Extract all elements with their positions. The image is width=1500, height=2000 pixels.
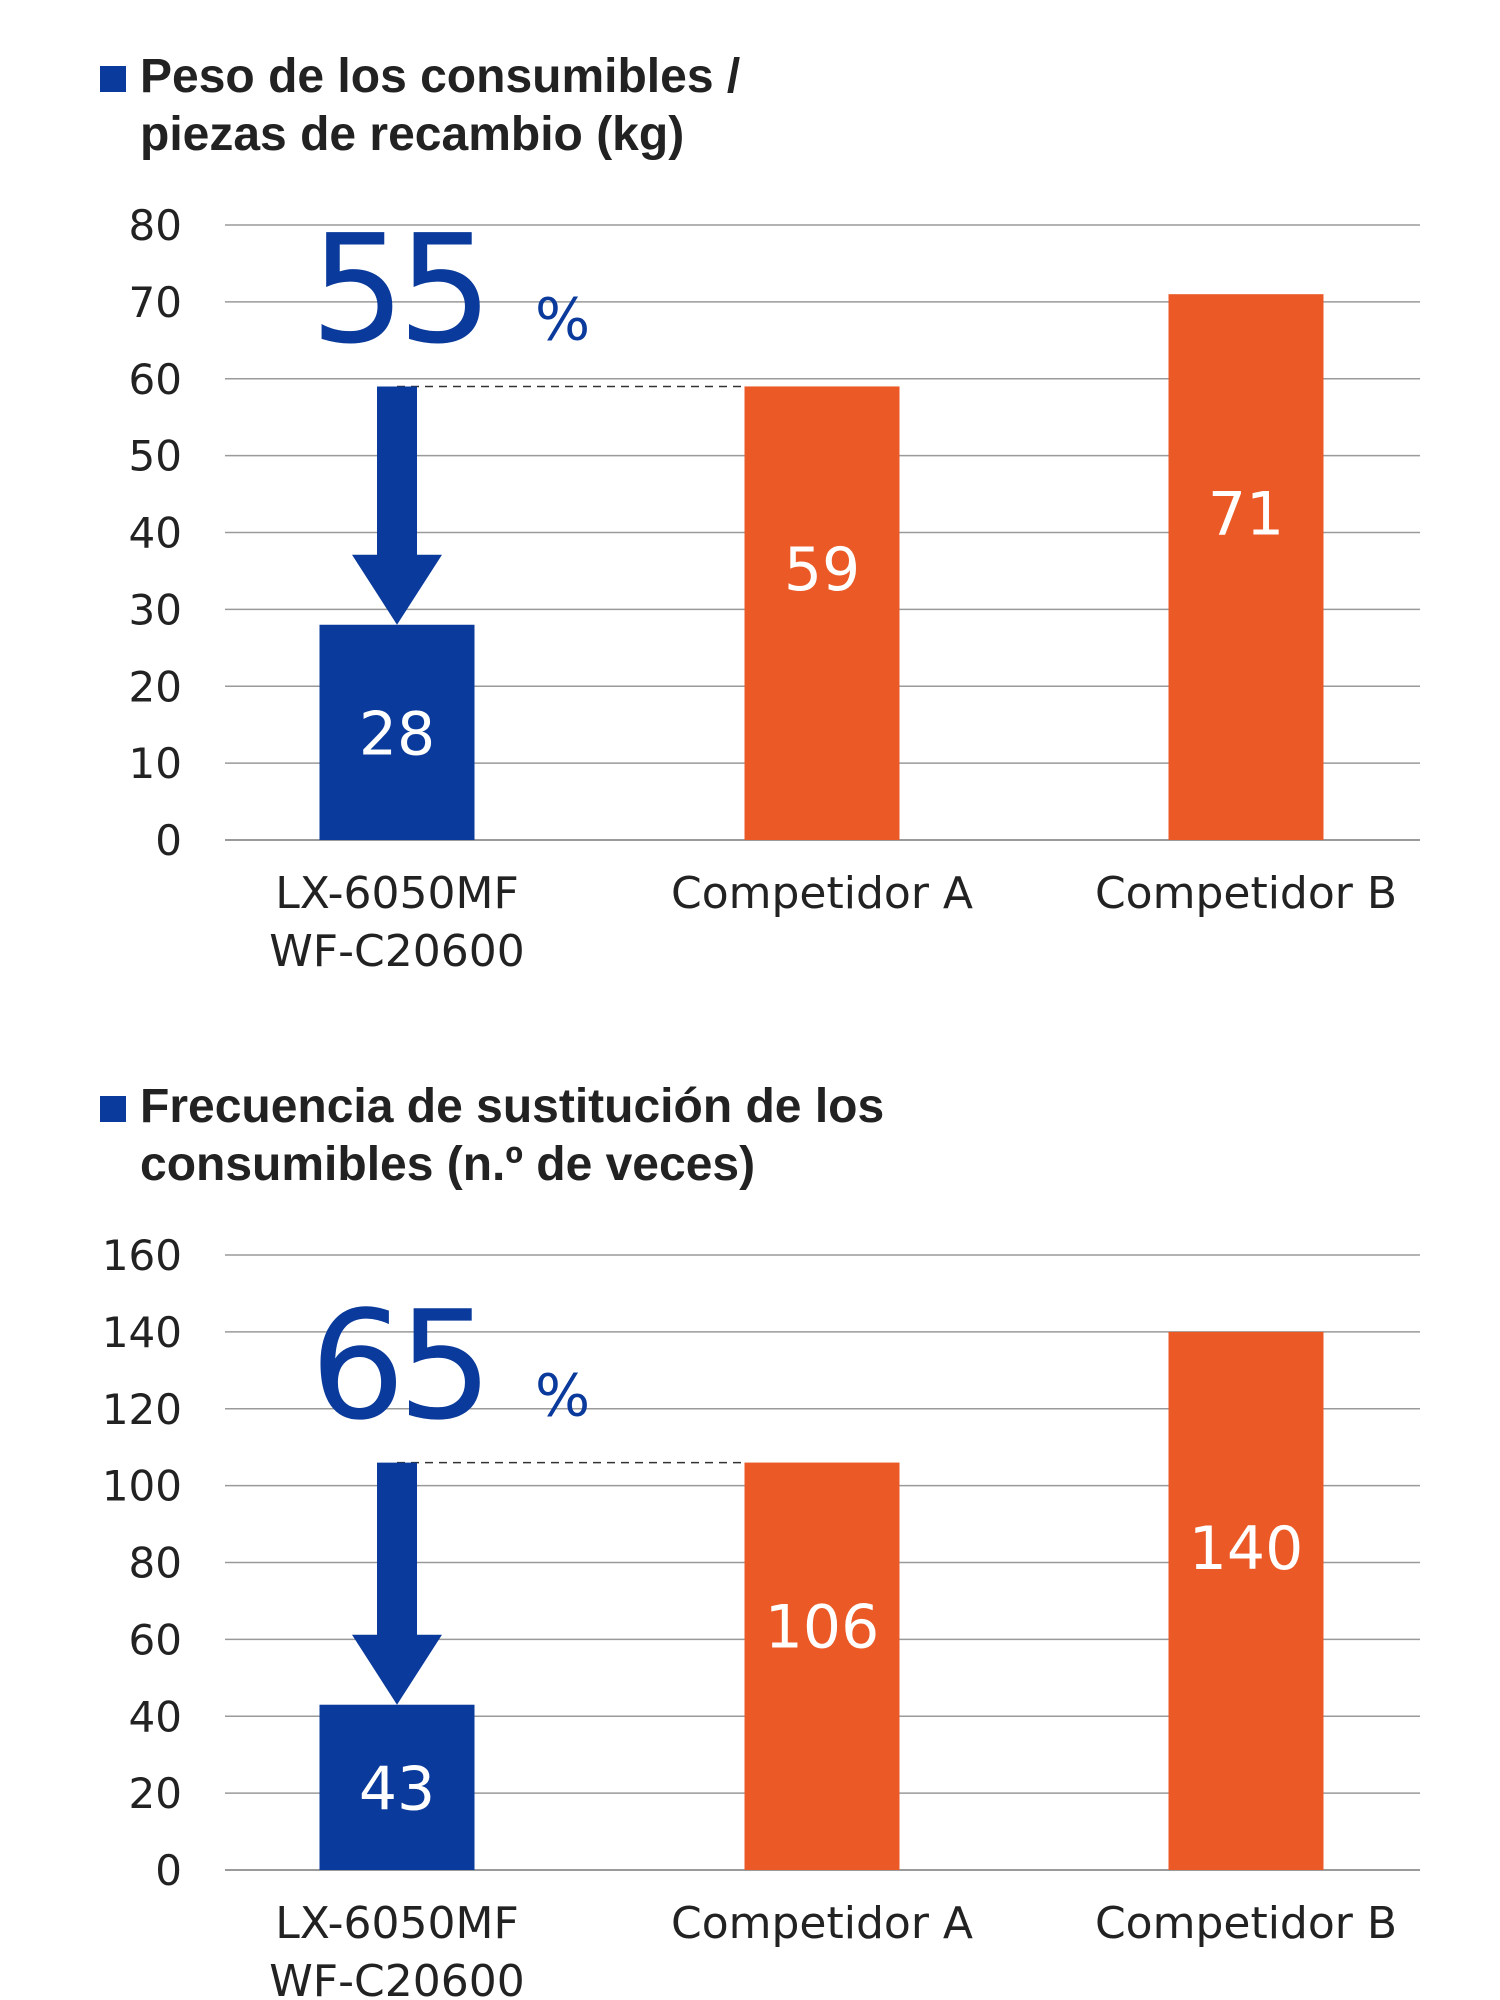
bar <box>744 1462 900 1870</box>
bar-value-label: 140 <box>1189 1514 1304 1584</box>
title-bullet-icon <box>100 1096 126 1122</box>
bar-value-label: 59 <box>784 535 860 605</box>
x-category-label: LX-6050MF <box>275 868 519 919</box>
y-tick-label: 100 <box>102 1462 182 1511</box>
reduction-value: 65 <box>310 1280 485 1454</box>
x-category-label: LX-6050MF <box>275 1898 519 1949</box>
y-tick-label: 40 <box>129 509 182 558</box>
bar <box>319 624 475 840</box>
y-tick-label: 140 <box>102 1308 182 1357</box>
bar <box>744 386 900 840</box>
bar-value-label: 106 <box>765 1593 880 1663</box>
bar-value-label: 28 <box>359 699 435 769</box>
x-category-label: Competidor B <box>1095 1898 1397 1949</box>
x-category-label: Competidor A <box>671 868 973 919</box>
y-tick-label: 0 <box>155 1846 182 1895</box>
y-tick-label: 70 <box>129 278 182 327</box>
y-tick-label: 60 <box>129 1615 182 1664</box>
y-tick-label: 80 <box>129 201 182 250</box>
bar <box>1168 1331 1324 1870</box>
y-tick-label: 0 <box>155 816 182 865</box>
chart-frequency: Frecuencia de sustitución de los consumi… <box>0 1030 1500 2000</box>
reduction-unit: % <box>535 1362 590 1430</box>
x-category-label: WF-C20600 <box>269 1956 524 2000</box>
down-arrow-icon <box>352 1462 442 1705</box>
reduction-unit: % <box>535 285 590 353</box>
bar-value-label: 71 <box>1208 480 1284 550</box>
y-tick-label: 60 <box>129 355 182 404</box>
y-tick-label: 120 <box>102 1385 182 1434</box>
chart-weight: Peso de los consumibles / piezas de reca… <box>100 50 1420 977</box>
chart-title: Frecuencia de sustitución de los consumi… <box>140 1080 885 1191</box>
y-tick-label: 30 <box>129 585 182 634</box>
x-category-label: Competidor B <box>1095 868 1397 919</box>
y-tick-label: 50 <box>129 432 182 481</box>
x-category-label: Competidor A <box>671 1898 973 1949</box>
title-bullet-icon <box>100 66 126 92</box>
y-tick-label: 10 <box>129 739 182 788</box>
x-category-label: WF-C20600 <box>269 926 524 977</box>
chart-plot: 0 10 20 30 40 50 60 70 80 28 LX-6050MF WF-C20600 59 C… <box>129 201 1420 977</box>
y-tick-label: 40 <box>129 1692 182 1741</box>
bar <box>1168 294 1324 840</box>
bar <box>319 1704 475 1870</box>
reduction-value: 55 <box>310 203 485 377</box>
y-tick-label: 80 <box>129 1539 182 1588</box>
y-tick-label: 20 <box>129 1769 182 1818</box>
chart-plot: 0 20 40 60 80 100 120 140 160 43 LX-6050MF WF-C2060… <box>102 1231 1420 2000</box>
y-tick-label: 20 <box>129 662 182 711</box>
chart-title: Peso de los consumibles / piezas de reca… <box>140 50 741 161</box>
bar-value-label: 43 <box>359 1754 435 1824</box>
down-arrow-icon <box>352 386 442 625</box>
y-tick-label: 160 <box>102 1231 182 1280</box>
